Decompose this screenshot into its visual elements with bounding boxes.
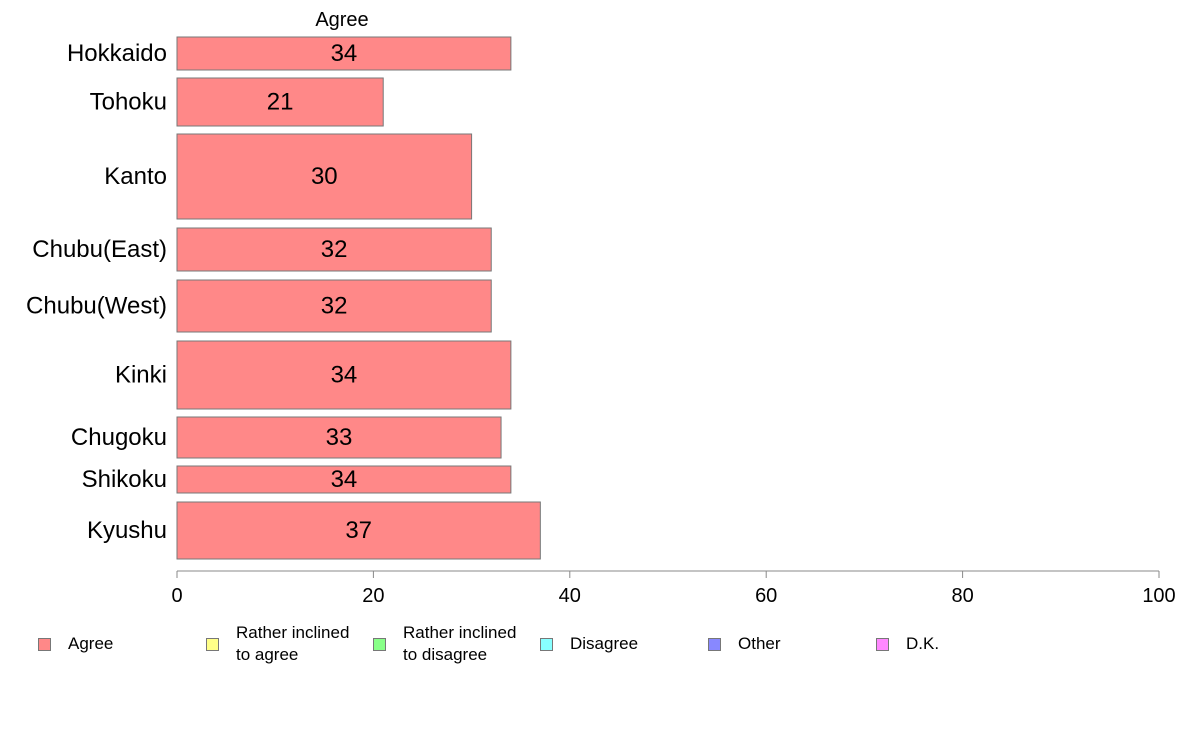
legend-swatch <box>373 637 386 651</box>
bar-chugoku <box>176 416 502 459</box>
bar-chubu-east <box>176 227 492 272</box>
x-tick-label: 0 <box>171 585 182 607</box>
category-label: Tohoku <box>90 89 167 116</box>
value-label: 21 <box>267 89 294 116</box>
value-label: 34 <box>331 362 358 389</box>
legend-label-line: to agree <box>236 645 299 664</box>
value-label: 32 <box>321 236 348 263</box>
bar-chubu-west <box>176 279 492 333</box>
legend-label-line: Agree <box>68 634 114 653</box>
legend-label-line: Other <box>738 634 781 653</box>
category-label: Kyushu <box>87 517 167 544</box>
category-label: Kinki <box>115 362 167 389</box>
legend-label: Disagree <box>570 633 638 655</box>
x-tick-label: 60 <box>755 585 777 607</box>
legend-item: Rather inclined to agree <box>206 620 349 668</box>
bar-chart: Agree Hokkaido 34 Tohoku 21 Kanto 30 Chubu(Eas… <box>26 9 1176 607</box>
value-label: 33 <box>326 424 353 451</box>
bar-shikoku <box>176 465 512 494</box>
bar-kanto <box>176 133 473 220</box>
bar-hokkaido <box>176 36 512 71</box>
legend-label-line: to disagree <box>403 645 488 664</box>
category-label: Hokkaido <box>67 40 167 67</box>
legend-item: Rather inclined to disagree <box>373 620 516 668</box>
legend: Agree Rather inclined to agree Rather incli… <box>38 620 1178 668</box>
legend-swatch <box>876 637 889 651</box>
value-label: 34 <box>331 466 358 493</box>
x-tick-label: 80 <box>951 585 973 607</box>
value-label: 30 <box>311 163 338 190</box>
x-tick-label: 100 <box>1142 585 1175 607</box>
series-header: Agree <box>315 9 368 31</box>
x-tick-label: 40 <box>559 585 581 607</box>
value-label: 32 <box>321 293 348 320</box>
value-label: 34 <box>331 40 358 67</box>
legend-label-line: Disagree <box>570 634 639 653</box>
legend-swatch <box>38 637 51 651</box>
legend-item: Agree <box>38 620 113 668</box>
x-axis: 0 20 40 60 80 100 <box>171 570 1176 607</box>
bar-kinki <box>176 340 512 410</box>
legend-label: Rather inclined to disagree <box>403 622 516 666</box>
value-label: 37 <box>345 517 372 544</box>
category-label: Kanto <box>104 163 167 190</box>
legend-item: D.K. <box>876 620 939 668</box>
legend-item: Other <box>708 620 781 668</box>
legend-swatch <box>540 637 553 651</box>
category-label: Shikoku <box>82 466 167 493</box>
bars-group: Hokkaido 34 Tohoku 21 Kanto 30 Chubu(East) 32 Ch… <box>26 36 541 560</box>
category-label: Chubu(West) <box>26 293 167 320</box>
bar-tohoku <box>176 77 384 127</box>
category-label: Chugoku <box>71 424 167 451</box>
x-tick-label: 20 <box>362 585 384 607</box>
legend-item: Disagree <box>540 620 638 668</box>
category-label: Chubu(East) <box>32 236 167 263</box>
legend-swatch <box>206 637 219 651</box>
legend-label: Other <box>738 633 781 655</box>
legend-label-line: Rather inclined <box>403 623 517 642</box>
legend-label-line: D.K. <box>906 634 940 653</box>
legend-label: D.K. <box>906 633 939 655</box>
bar-kyushu <box>176 501 541 560</box>
legend-label: Rather inclined to agree <box>236 622 349 666</box>
legend-label: Agree <box>68 633 113 655</box>
legend-label-line: Rather inclined <box>236 623 350 642</box>
legend-swatch <box>708 637 721 651</box>
